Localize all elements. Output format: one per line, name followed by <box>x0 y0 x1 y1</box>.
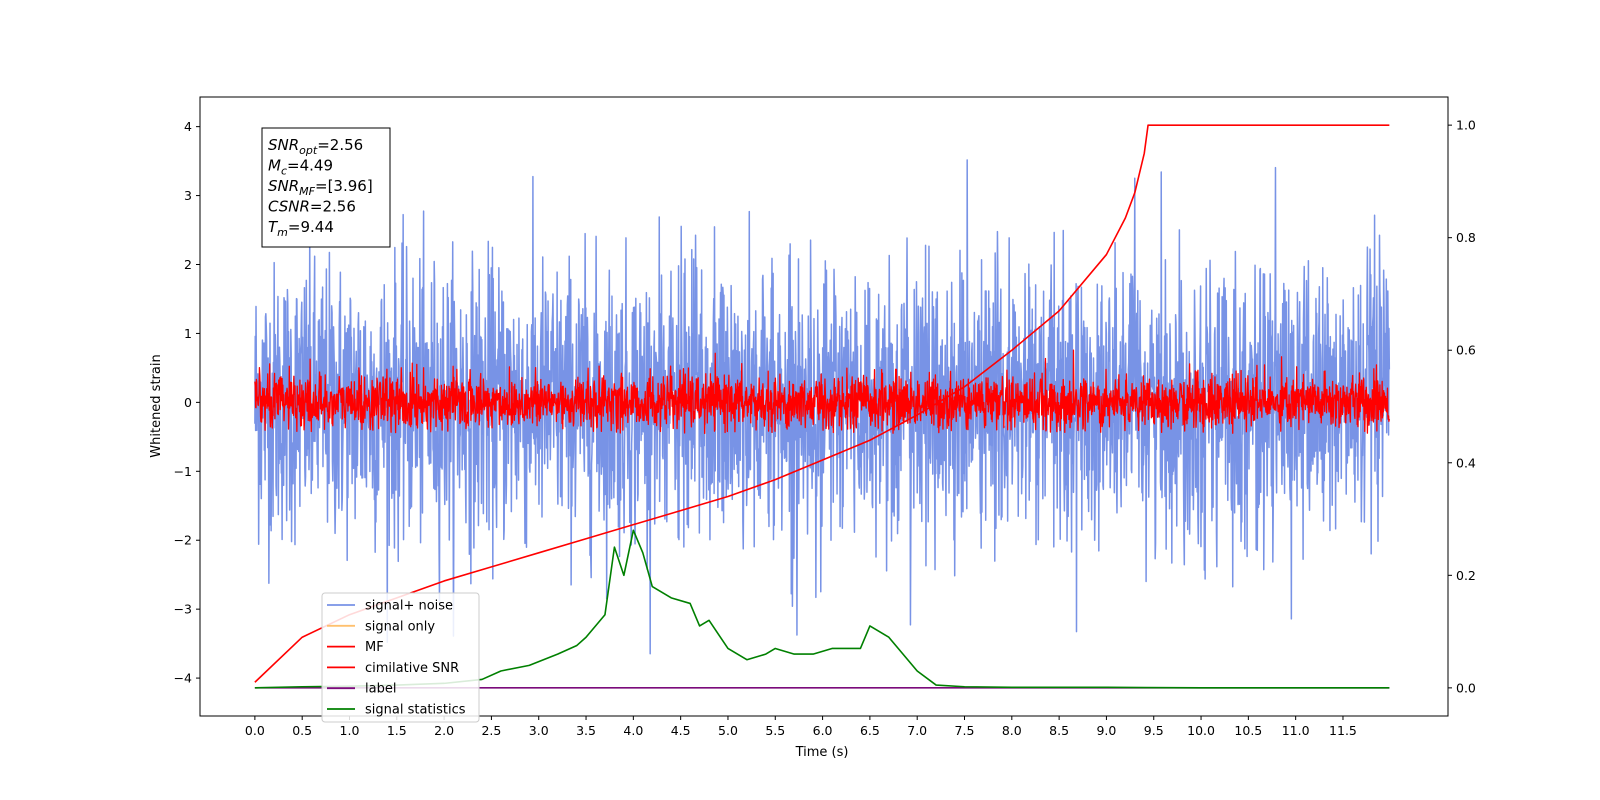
x-tick-label: 1.5 <box>387 723 407 738</box>
series-mf-line <box>254 349 1390 434</box>
legend-label: cimilative SNR <box>365 661 459 676</box>
series-cimilative-snr-line <box>254 124 1390 683</box>
y-right-tick-label: 0.8 <box>1456 230 1476 245</box>
x-tick-label: 3.0 <box>529 723 549 738</box>
plot-frame <box>199 96 1449 717</box>
annotation-line: Mc=4.49 <box>268 157 333 178</box>
x-tick-label: 10.0 <box>1187 723 1215 738</box>
x-tick-label: 7.0 <box>907 723 927 738</box>
x-tick-label: 8.5 <box>1049 723 1069 738</box>
legend-item: signal statistics <box>327 703 466 718</box>
legend-item: label <box>327 682 396 697</box>
y-right-tick-label: 0.0 <box>1456 680 1476 695</box>
x-tick-label: 9.0 <box>1096 723 1116 738</box>
legend-item: signal only <box>327 619 435 634</box>
y-right-tick-label: 0.4 <box>1456 455 1476 470</box>
annotation-line: SNRopt=2.56 <box>268 136 363 157</box>
x-tick-label: 9.5 <box>1144 723 1164 738</box>
x-tick-label: 5.5 <box>765 723 785 738</box>
x-axis-label: Time (s) <box>795 745 849 760</box>
legend-label: signal only <box>365 619 435 634</box>
x-tick-label: 6.5 <box>860 723 880 738</box>
x-tick-label: 2.5 <box>481 723 501 738</box>
legend-frame <box>321 592 480 723</box>
y-axis-label: Whitened strain <box>149 354 164 457</box>
y-left-tick-label: 3 <box>184 188 192 203</box>
x-tick-label: 8.0 <box>1002 723 1022 738</box>
x-tick-label: 1.0 <box>340 723 360 738</box>
annotation-line: SNRMF=[3.96] <box>268 177 373 198</box>
x-tick-label: 7.5 <box>955 723 975 738</box>
y-right-tick-label: 0.2 <box>1456 568 1476 583</box>
legend-item: cimilative SNR <box>327 661 459 676</box>
annotation-line: CSNR=2.56 <box>268 198 356 216</box>
y-left-tick-label: 1 <box>184 326 192 341</box>
x-tick-label: 3.5 <box>576 723 596 738</box>
x-tick-label: 4.0 <box>623 723 643 738</box>
y-left-tick-label: −1 <box>174 464 192 479</box>
x-tick-label: 11.5 <box>1329 723 1357 738</box>
y-left-tick-label: 2 <box>184 257 192 272</box>
x-tick-label: 11.0 <box>1282 723 1310 738</box>
y-left-tick-label: −4 <box>174 671 192 686</box>
y-axis-right-ticks: 0.0 0.2 0.4 0.6 0.8 1.0 <box>1448 118 1476 695</box>
x-tick-label: 0.0 <box>245 723 265 738</box>
annotation-line: Tm=9.44 <box>268 218 334 239</box>
y-left-tick-label: −3 <box>174 602 192 617</box>
x-axis-ticks: 0.0 0.5 1.0 1.5 2.0 2.5 3.0 3.5 4.0 4.5 5.0 5.5 6.0 6… <box>245 716 1357 738</box>
y-left-tick-label: 4 <box>184 119 192 134</box>
series-signal-noise-line <box>254 159 1391 655</box>
x-tick-label: 5.0 <box>718 723 738 738</box>
y-left-tick-label: −2 <box>174 533 192 548</box>
legend-label: signal+ noise <box>365 599 453 614</box>
legend-entries: signal+ noise signal only MF cimilative SNR… <box>327 599 466 718</box>
x-tick-label: 6.0 <box>813 723 833 738</box>
y-right-tick-label: 0.6 <box>1456 343 1476 358</box>
legend: signal+ noise signal only MF cimilative SNR… <box>321 592 480 723</box>
y-left-tick-label: 0 <box>184 395 192 410</box>
x-tick-label: 4.5 <box>671 723 691 738</box>
x-tick-label: 0.5 <box>292 723 312 738</box>
legend-item: MF <box>327 640 384 655</box>
legend-item: signal+ noise <box>327 599 453 614</box>
legend-label: MF <box>365 640 384 655</box>
legend-label: signal statistics <box>365 703 466 718</box>
x-tick-label: 10.5 <box>1234 723 1262 738</box>
x-tick-label: 2.0 <box>434 723 454 738</box>
y-axis-left-ticks: −4 −3 −2 −1 0 1 2 3 4 <box>174 119 200 686</box>
y-right-tick-label: 1.0 <box>1456 118 1476 133</box>
series-signal-statistics-line <box>254 529 1390 689</box>
legend-label: label <box>365 682 396 697</box>
